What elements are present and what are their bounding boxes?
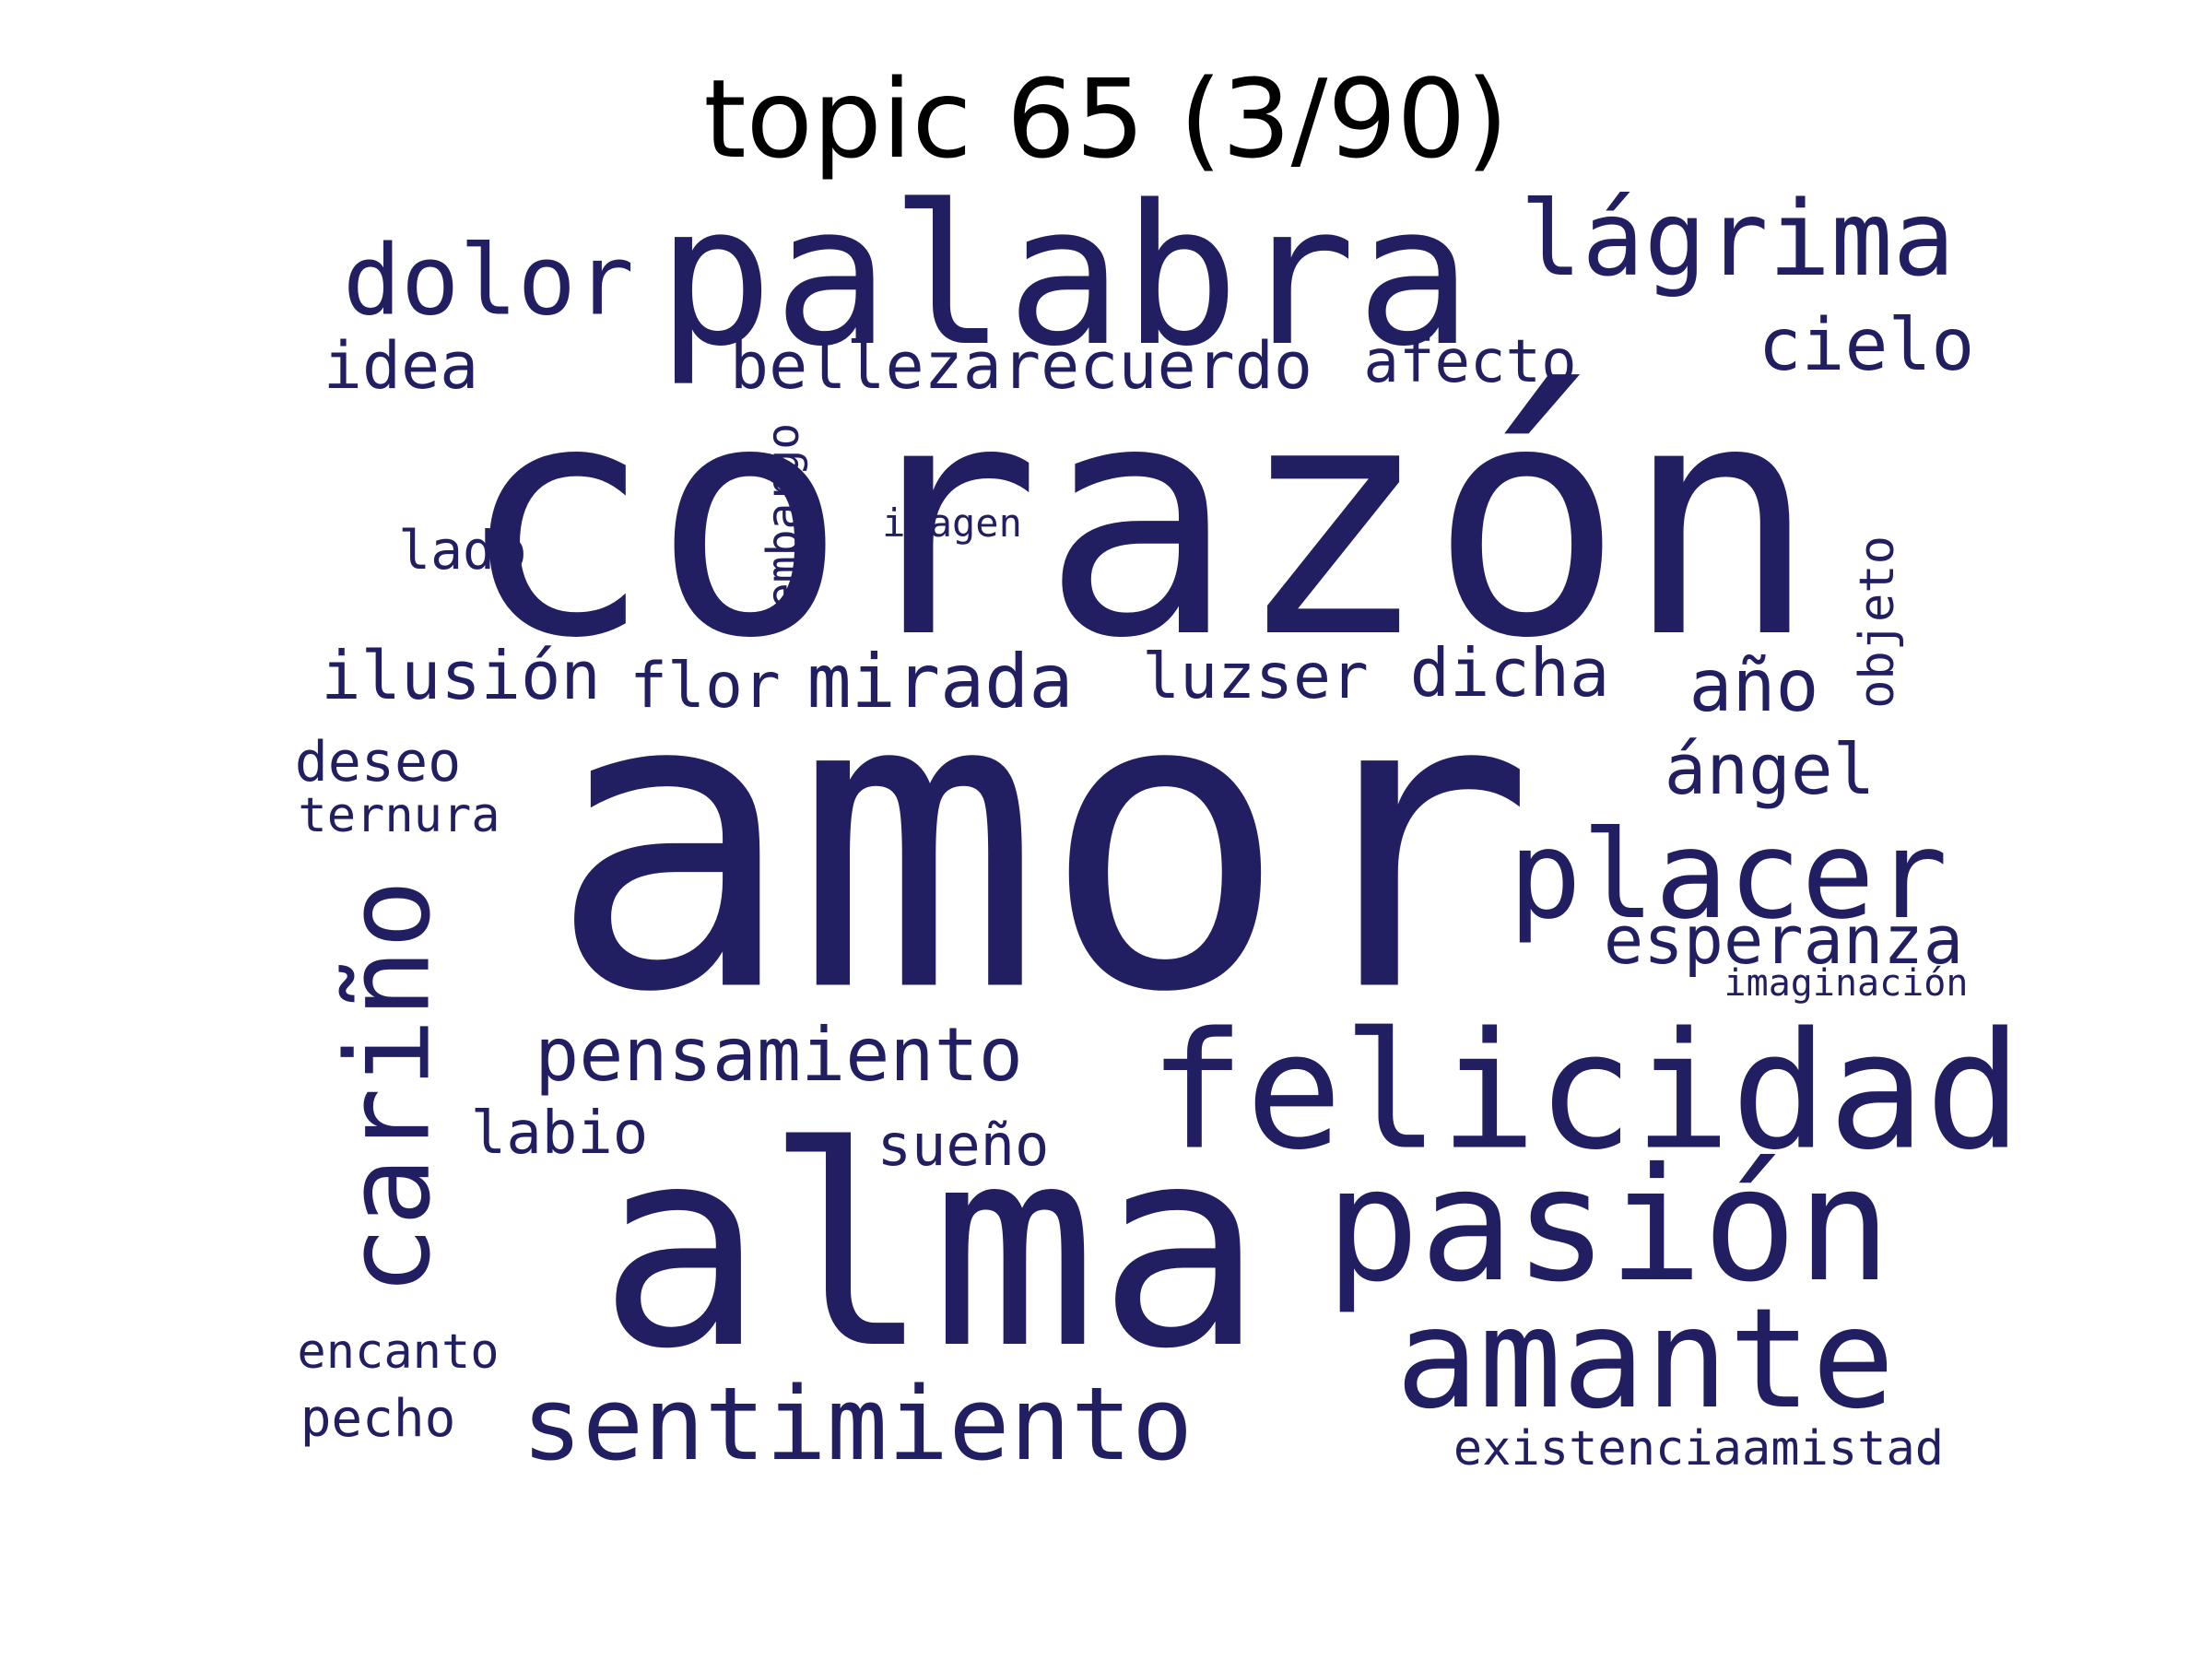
word-ternura: ternura [298, 788, 500, 843]
word-labio: labio [470, 1100, 649, 1168]
word-amor: amor [547, 604, 1535, 1082]
word-sentimiento: sentimiento [521, 1365, 1194, 1483]
word-amante: amante [1395, 1279, 1895, 1440]
word-dicha: dicha [1409, 634, 1610, 712]
word-existenciaamistad: existenciaamistad [1453, 1421, 1945, 1477]
word-felicidad: felicidad [1147, 998, 2023, 1186]
word-imaginacion: imaginación [1724, 962, 1969, 1005]
word-carino: cariño [322, 879, 456, 1296]
word-lado: lado [398, 519, 527, 582]
word-lagrima: lágrima [1519, 180, 1956, 300]
word-mirada: mirada [806, 639, 1074, 724]
word-pecho: pecho [300, 1389, 456, 1449]
word-cielo: cielo [1758, 304, 1975, 387]
word-pensamiento: pensamiento [535, 1012, 1023, 1098]
word-alma: alma [597, 1088, 1265, 1409]
word-afecto: afecto [1363, 328, 1577, 396]
word-dolor: dolor [342, 224, 635, 337]
word-ilusion: ilusión [321, 637, 601, 714]
word-pasion: pasión [1324, 1135, 1892, 1317]
word-deseo: deseo [294, 730, 462, 794]
word-ano: año [1688, 645, 1819, 728]
word-embargo: embargo [758, 422, 809, 610]
word-sueno: sueño [877, 1112, 1050, 1179]
word-objeto: objeto [1850, 535, 1905, 709]
figure-title: topic 65 (3/90) [703, 55, 1509, 182]
word-corazon: corazón [458, 333, 1818, 709]
word-luzser: luzser [1142, 641, 1369, 713]
word-placer: placer [1508, 805, 1948, 947]
word-idea: idea [323, 328, 479, 404]
word-palabra: palabra [656, 163, 1473, 389]
word-bellezarecuerdo: bellezarecuerdo [729, 328, 1313, 404]
word-esperanza: esperanza [1603, 901, 1964, 979]
word-flor: flor [629, 650, 781, 723]
word-encanto: encanto [297, 1324, 500, 1380]
word-angel: ángel [1664, 728, 1876, 810]
word-imagen: imagen [882, 500, 1022, 546]
